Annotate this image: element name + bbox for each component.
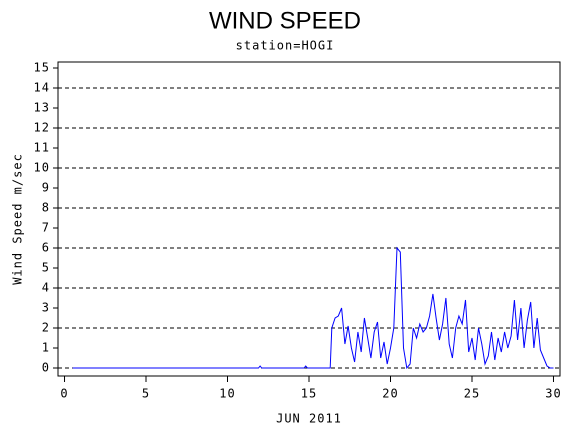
x-tick-label: 0 [60,387,68,401]
chart-title: WIND SPEED [209,7,361,34]
x-tick-label: 5 [142,387,150,401]
y-tick-label: 5 [42,261,50,275]
y-tick-label: 10 [34,161,50,175]
chart-subtitle: station=HOGI [236,39,335,53]
x-tick-label: 25 [464,387,480,401]
x-tick-label: 15 [301,387,317,401]
y-tick-label: 4 [42,281,50,295]
y-tick-label: 9 [42,181,50,195]
y-tick-label: 8 [42,201,50,215]
x-tick-label: 20 [382,387,398,401]
y-tick-label: 12 [34,121,50,135]
y-tick-label: 13 [34,101,50,115]
x-tick-label: 10 [219,387,235,401]
y-tick-label: 7 [42,221,50,235]
y-tick-label: 0 [42,361,50,375]
x-axis-label: JUN 2011 [276,412,342,426]
y-tick-label: 15 [34,61,50,75]
y-tick-label: 14 [34,81,50,95]
y-tick-label: 6 [42,241,50,255]
x-tick-label: 30 [545,387,561,401]
data-line [72,246,554,370]
y-tick-label: 1 [42,341,50,355]
y-axis-label: Wind Speed m/sec [11,153,25,285]
y-tick-label: 3 [42,301,50,315]
y-tick-label: 2 [42,321,50,335]
y-tick-label: 11 [34,141,50,155]
plot-frame [57,61,561,377]
